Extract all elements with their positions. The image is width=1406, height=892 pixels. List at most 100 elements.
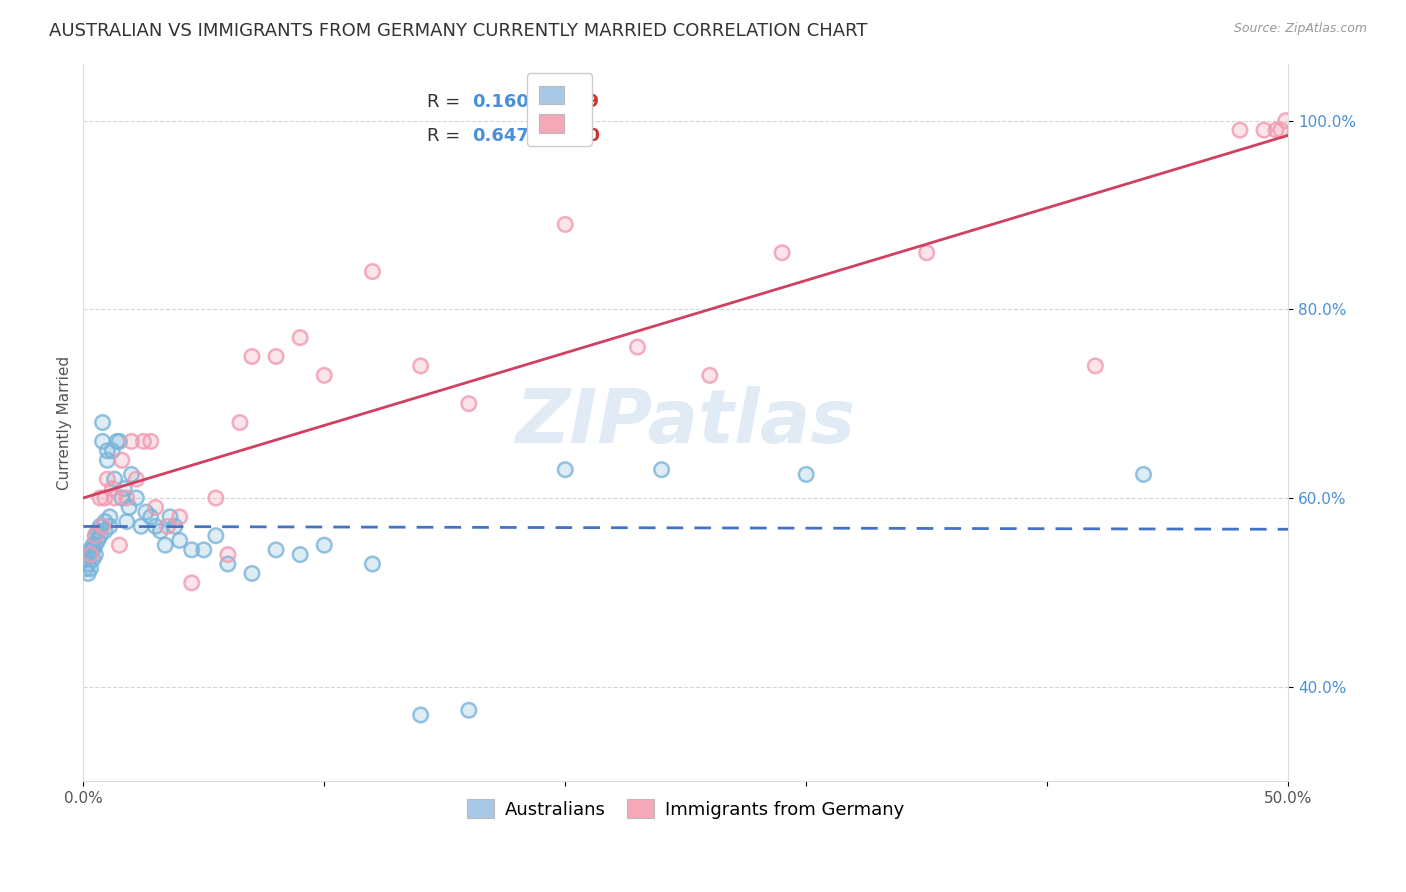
Point xyxy=(699,368,721,383)
Point xyxy=(915,245,938,260)
Point xyxy=(240,350,263,364)
Point xyxy=(1270,123,1292,137)
Point xyxy=(125,491,148,505)
Point xyxy=(91,416,114,430)
Point xyxy=(77,566,100,581)
Point xyxy=(77,566,100,581)
Point xyxy=(229,416,252,430)
Point xyxy=(264,542,287,557)
Point xyxy=(91,434,114,449)
Text: Source: ZipAtlas.com: Source: ZipAtlas.com xyxy=(1233,22,1367,36)
Point xyxy=(1253,123,1275,137)
Point xyxy=(457,703,479,717)
Point xyxy=(264,542,287,557)
Text: R =: R = xyxy=(426,93,465,112)
Point xyxy=(156,519,179,533)
Point xyxy=(129,519,152,533)
Point xyxy=(145,500,167,515)
Point xyxy=(105,434,128,449)
Point xyxy=(1084,359,1107,373)
Point xyxy=(91,519,114,533)
Point xyxy=(96,453,118,467)
Point xyxy=(554,463,576,477)
Point xyxy=(115,515,138,529)
Point xyxy=(288,548,311,562)
Point xyxy=(149,524,172,538)
Point xyxy=(82,538,104,552)
Point xyxy=(77,557,100,571)
Point xyxy=(1270,123,1292,137)
Point xyxy=(104,491,127,505)
Point xyxy=(217,557,239,571)
Point xyxy=(135,505,157,519)
Point xyxy=(111,491,134,505)
Point xyxy=(125,472,148,486)
Point xyxy=(159,509,181,524)
Point xyxy=(79,548,101,562)
Point xyxy=(457,397,479,411)
Point xyxy=(125,491,148,505)
Point xyxy=(108,434,131,449)
Point xyxy=(770,245,793,260)
Point xyxy=(75,562,97,576)
Point xyxy=(169,533,191,548)
Point xyxy=(288,331,311,345)
Point xyxy=(457,397,479,411)
Point xyxy=(84,538,107,552)
Point xyxy=(87,533,110,548)
Point xyxy=(1132,467,1154,482)
Point xyxy=(193,542,215,557)
Point xyxy=(1274,113,1296,128)
Point xyxy=(112,482,135,496)
Point xyxy=(118,500,141,515)
Point xyxy=(1265,123,1288,137)
Point xyxy=(87,524,110,538)
Point xyxy=(264,350,287,364)
Point xyxy=(139,509,162,524)
Point xyxy=(121,467,143,482)
Point xyxy=(145,519,167,533)
Y-axis label: Currently Married: Currently Married xyxy=(58,356,72,490)
Point xyxy=(651,463,673,477)
Text: N =: N = xyxy=(523,127,575,145)
Point xyxy=(94,515,117,529)
Point xyxy=(75,562,97,576)
Point xyxy=(79,542,101,557)
Point xyxy=(240,350,263,364)
Point xyxy=(84,529,107,543)
Point xyxy=(79,548,101,562)
Point xyxy=(94,491,117,505)
Point xyxy=(91,416,114,430)
Point xyxy=(240,566,263,581)
Point xyxy=(180,542,202,557)
Point xyxy=(96,472,118,486)
Point xyxy=(361,264,384,278)
Point xyxy=(115,491,138,505)
Point xyxy=(121,434,143,449)
Point xyxy=(79,542,101,557)
Point xyxy=(205,529,228,543)
Point xyxy=(409,359,432,373)
Point xyxy=(180,575,202,590)
Point xyxy=(89,529,111,543)
Point xyxy=(554,218,576,232)
Point xyxy=(89,491,111,505)
Point xyxy=(361,264,384,278)
Point xyxy=(149,524,172,538)
Point xyxy=(163,519,186,533)
Point xyxy=(288,548,311,562)
Point xyxy=(169,509,191,524)
Point xyxy=(409,708,432,723)
Point xyxy=(75,552,97,566)
Point xyxy=(91,519,114,533)
Point xyxy=(89,519,111,533)
Point xyxy=(180,542,202,557)
Point xyxy=(180,575,202,590)
Point xyxy=(217,548,239,562)
Point xyxy=(104,491,127,505)
Point xyxy=(101,482,124,496)
Point xyxy=(79,562,101,576)
Point xyxy=(91,434,114,449)
Point xyxy=(89,529,111,543)
Text: 0.160: 0.160 xyxy=(472,93,529,112)
